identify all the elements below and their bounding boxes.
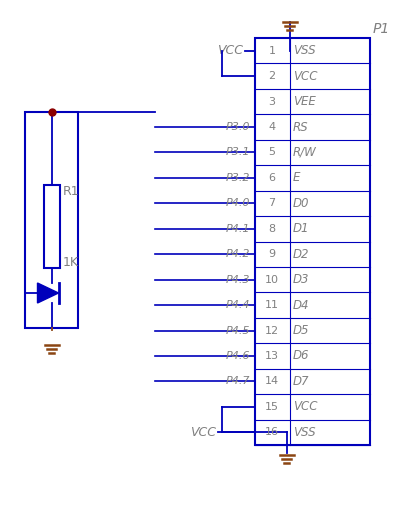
Text: VCC: VCC xyxy=(217,44,243,57)
Bar xyxy=(44,185,59,268)
Text: P4.6: P4.6 xyxy=(225,351,250,361)
Text: VCC: VCC xyxy=(190,426,216,439)
Text: P3.1: P3.1 xyxy=(225,148,250,158)
Text: 6: 6 xyxy=(269,173,276,183)
Text: RS: RS xyxy=(293,121,309,133)
Text: P4.2: P4.2 xyxy=(225,249,250,259)
Text: P4.3: P4.3 xyxy=(225,275,250,284)
Text: 8: 8 xyxy=(269,224,276,234)
Text: P3.2: P3.2 xyxy=(225,173,250,183)
Text: 1: 1 xyxy=(269,46,276,56)
Text: 12: 12 xyxy=(265,325,279,336)
Text: P4.7: P4.7 xyxy=(225,376,250,386)
Text: VSS: VSS xyxy=(293,44,316,57)
Text: 16: 16 xyxy=(265,427,279,437)
Text: D4: D4 xyxy=(293,299,309,312)
Text: D0: D0 xyxy=(293,197,309,210)
Text: D3: D3 xyxy=(293,273,309,286)
Text: 14: 14 xyxy=(265,376,279,386)
Text: P3.0: P3.0 xyxy=(225,122,250,132)
Text: 4: 4 xyxy=(269,122,276,132)
Text: R1: R1 xyxy=(63,185,79,198)
Text: 10: 10 xyxy=(265,275,279,284)
Bar xyxy=(255,38,370,445)
Text: D2: D2 xyxy=(293,248,309,261)
Text: 1K: 1K xyxy=(63,256,79,269)
Text: P1: P1 xyxy=(373,22,390,36)
Text: 5: 5 xyxy=(269,148,276,158)
Text: D1: D1 xyxy=(293,222,309,235)
Text: VEE: VEE xyxy=(293,95,316,108)
Text: D7: D7 xyxy=(293,375,309,388)
Text: VSS: VSS xyxy=(293,426,316,439)
Bar xyxy=(25,112,78,328)
Text: 2: 2 xyxy=(269,71,276,81)
Text: R/W: R/W xyxy=(293,146,317,159)
Text: VCC: VCC xyxy=(293,69,318,83)
Text: 15: 15 xyxy=(265,402,279,412)
Text: 3: 3 xyxy=(269,97,276,106)
Text: P4.5: P4.5 xyxy=(225,325,250,336)
Text: D5: D5 xyxy=(293,324,309,337)
Text: P4.0: P4.0 xyxy=(225,198,250,208)
Text: E: E xyxy=(293,171,300,185)
Text: P4.1: P4.1 xyxy=(225,224,250,234)
Text: P4.4: P4.4 xyxy=(225,300,250,310)
Text: 7: 7 xyxy=(269,198,276,208)
Text: VCC: VCC xyxy=(293,401,318,413)
Text: 13: 13 xyxy=(265,351,279,361)
Polygon shape xyxy=(37,283,59,303)
Text: D6: D6 xyxy=(293,349,309,363)
Text: 9: 9 xyxy=(269,249,276,259)
Text: 11: 11 xyxy=(265,300,279,310)
